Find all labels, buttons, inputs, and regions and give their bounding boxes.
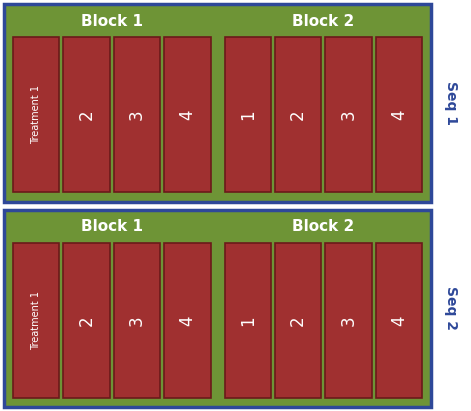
Text: 2: 2	[78, 109, 96, 120]
Bar	[114, 37, 160, 192]
Text: 4: 4	[179, 109, 196, 120]
Bar	[4, 210, 431, 407]
Text: 4: 4	[179, 315, 196, 326]
Bar	[325, 242, 372, 398]
Text: 2: 2	[78, 315, 96, 326]
Bar	[4, 4, 431, 201]
Text: 1: 1	[239, 109, 257, 120]
Text: Seq 2: Seq 2	[444, 286, 458, 330]
Text: Seq 1: Seq 1	[444, 81, 458, 125]
Text: Block 2: Block 2	[292, 219, 354, 234]
Bar	[376, 37, 422, 192]
Bar	[225, 37, 271, 192]
Text: Block 1: Block 1	[81, 14, 143, 28]
Text: 4: 4	[390, 315, 408, 326]
Bar	[114, 242, 160, 398]
Text: Treatment 1: Treatment 1	[31, 85, 41, 144]
Text: 3: 3	[128, 109, 146, 120]
Text: 2: 2	[289, 315, 307, 326]
Text: 2: 2	[289, 109, 307, 120]
Text: 3: 3	[128, 315, 146, 326]
Bar	[275, 242, 321, 398]
Bar	[164, 37, 211, 192]
Text: Block 2: Block 2	[292, 14, 354, 28]
Bar	[64, 242, 110, 398]
Text: 3: 3	[340, 109, 357, 120]
Text: 4: 4	[390, 109, 408, 120]
Bar	[225, 242, 271, 398]
Text: Treatment 1: Treatment 1	[31, 291, 41, 350]
Text: 3: 3	[340, 315, 357, 326]
Bar	[275, 37, 321, 192]
Bar	[64, 37, 110, 192]
Text: Block 1: Block 1	[81, 219, 143, 234]
Bar	[376, 242, 422, 398]
Bar	[325, 37, 372, 192]
Bar	[13, 242, 59, 398]
Text: 1: 1	[239, 315, 257, 326]
Bar	[164, 242, 211, 398]
Bar	[13, 37, 59, 192]
